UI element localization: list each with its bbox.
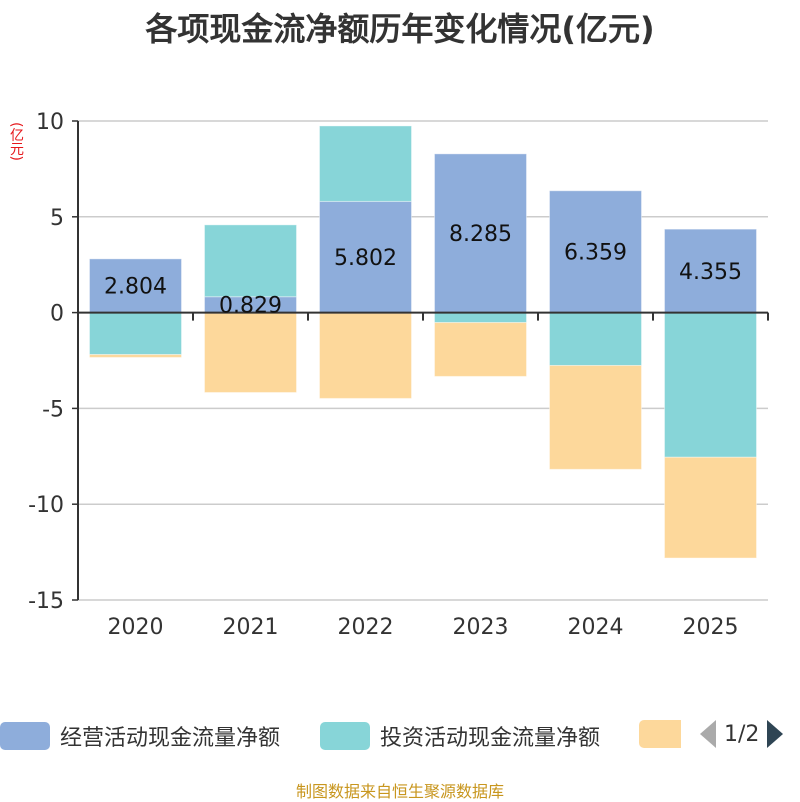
x-tick-label: 2022 bbox=[338, 615, 394, 640]
legend-item-operating[interactable]: 经营活动现金流量净额 bbox=[0, 720, 280, 752]
chart-title: 各项现金流净额历年变化情况(亿元) bbox=[145, 10, 655, 48]
legend: 经营活动现金流量净额 投资活动现金流量净额 1/2 bbox=[0, 716, 800, 752]
bars bbox=[89, 125, 757, 559]
bar-2023-series1 bbox=[434, 312, 527, 324]
legend-swatch bbox=[0, 722, 50, 750]
legend-swatch bbox=[320, 722, 370, 750]
bar-2020-series2 bbox=[89, 354, 182, 358]
y-tick-label: -15 bbox=[28, 589, 64, 614]
bar-2024-series1 bbox=[549, 312, 642, 366]
bar-2022-series1 bbox=[319, 125, 412, 202]
bar-2020-series1 bbox=[89, 312, 182, 356]
bar-2025-series0 bbox=[664, 228, 757, 314]
axes: 10 5 0 -5 -10 -15 2020 2021 2022 2023 2024 2025 bbox=[28, 110, 769, 640]
bar-2023-series0 bbox=[434, 153, 527, 314]
x-tick-label: 2024 bbox=[568, 615, 624, 640]
y-axis-unit-label: (亿元) bbox=[8, 122, 24, 161]
x-tick-label: 2020 bbox=[108, 615, 164, 640]
legend-page-indicator: 1/2 bbox=[724, 721, 760, 747]
bar-2025-series2 bbox=[664, 456, 757, 559]
bar-2023-series2 bbox=[434, 322, 527, 377]
data-label: 8.285 bbox=[449, 222, 512, 247]
data-label: 2.804 bbox=[104, 275, 167, 300]
bar-2025-series1 bbox=[664, 312, 757, 458]
bar-2021-series1 bbox=[204, 224, 297, 298]
bar-2022-series0 bbox=[319, 200, 412, 314]
grid-lines bbox=[78, 120, 768, 601]
y-tick-label: 5 bbox=[50, 206, 64, 231]
x-tick-label: 2025 bbox=[683, 615, 739, 640]
legend-item-financing[interactable] bbox=[639, 720, 681, 748]
bar-2024-series0 bbox=[549, 190, 642, 314]
bar-2021-series2 bbox=[204, 312, 297, 393]
legend-swatch bbox=[639, 720, 681, 748]
legend-label: 经营活动现金流量净额 bbox=[60, 726, 281, 751]
x-tick-label: 2023 bbox=[453, 615, 509, 640]
data-label: 0.829 bbox=[219, 294, 282, 319]
legend-item-investing[interactable]: 投资活动现金流量净额 bbox=[320, 720, 600, 752]
data-labels: 2.804 0.829 5.802 8.285 6.359 4.355 bbox=[104, 222, 742, 318]
x-tick-label: 2021 bbox=[223, 615, 279, 640]
y-tick-label: -10 bbox=[28, 493, 64, 518]
y-tick-label: 10 bbox=[36, 110, 64, 135]
legend-next-page-icon[interactable] bbox=[767, 720, 784, 748]
legend-label: 投资活动现金流量净额 bbox=[380, 726, 601, 751]
y-tick-label: 0 bbox=[50, 302, 64, 327]
legend-pager: 1/2 bbox=[700, 716, 784, 752]
data-label: 6.359 bbox=[564, 241, 627, 266]
data-label: 5.802 bbox=[334, 246, 397, 271]
data-label: 4.355 bbox=[679, 260, 742, 285]
legend-prev-page-icon[interactable] bbox=[700, 720, 716, 748]
y-tick-label: -5 bbox=[42, 397, 64, 422]
data-source-note: 制图数据来自恒生聚源数据库 bbox=[295, 782, 504, 801]
bar-2022-series2 bbox=[319, 312, 412, 399]
bar-2024-series2 bbox=[549, 364, 642, 470]
stacked-bar-chart: 10 5 0 -5 -10 -15 2020 2021 2022 2023 2024 2025 2.8… bbox=[28, 110, 769, 640]
